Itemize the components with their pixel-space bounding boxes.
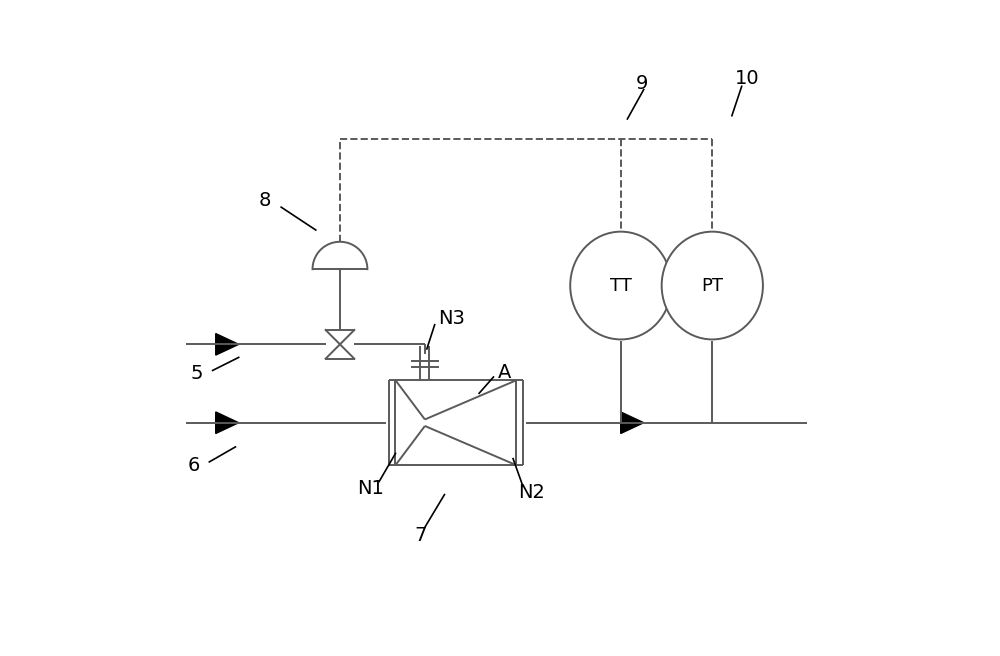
Text: 9: 9: [636, 73, 649, 92]
Polygon shape: [216, 333, 239, 355]
Text: N1: N1: [357, 478, 384, 497]
Polygon shape: [621, 412, 644, 434]
Text: TT: TT: [610, 277, 632, 295]
Text: N3: N3: [439, 309, 465, 328]
Text: A: A: [498, 363, 511, 382]
Text: 10: 10: [735, 69, 759, 88]
Text: 6: 6: [187, 456, 200, 475]
Polygon shape: [216, 412, 239, 434]
Text: PT: PT: [701, 277, 723, 295]
Text: N2: N2: [518, 483, 545, 502]
Text: 7: 7: [414, 526, 426, 545]
Ellipse shape: [662, 232, 763, 339]
Text: 8: 8: [259, 191, 271, 210]
Ellipse shape: [570, 232, 671, 339]
Text: 5: 5: [190, 364, 203, 383]
